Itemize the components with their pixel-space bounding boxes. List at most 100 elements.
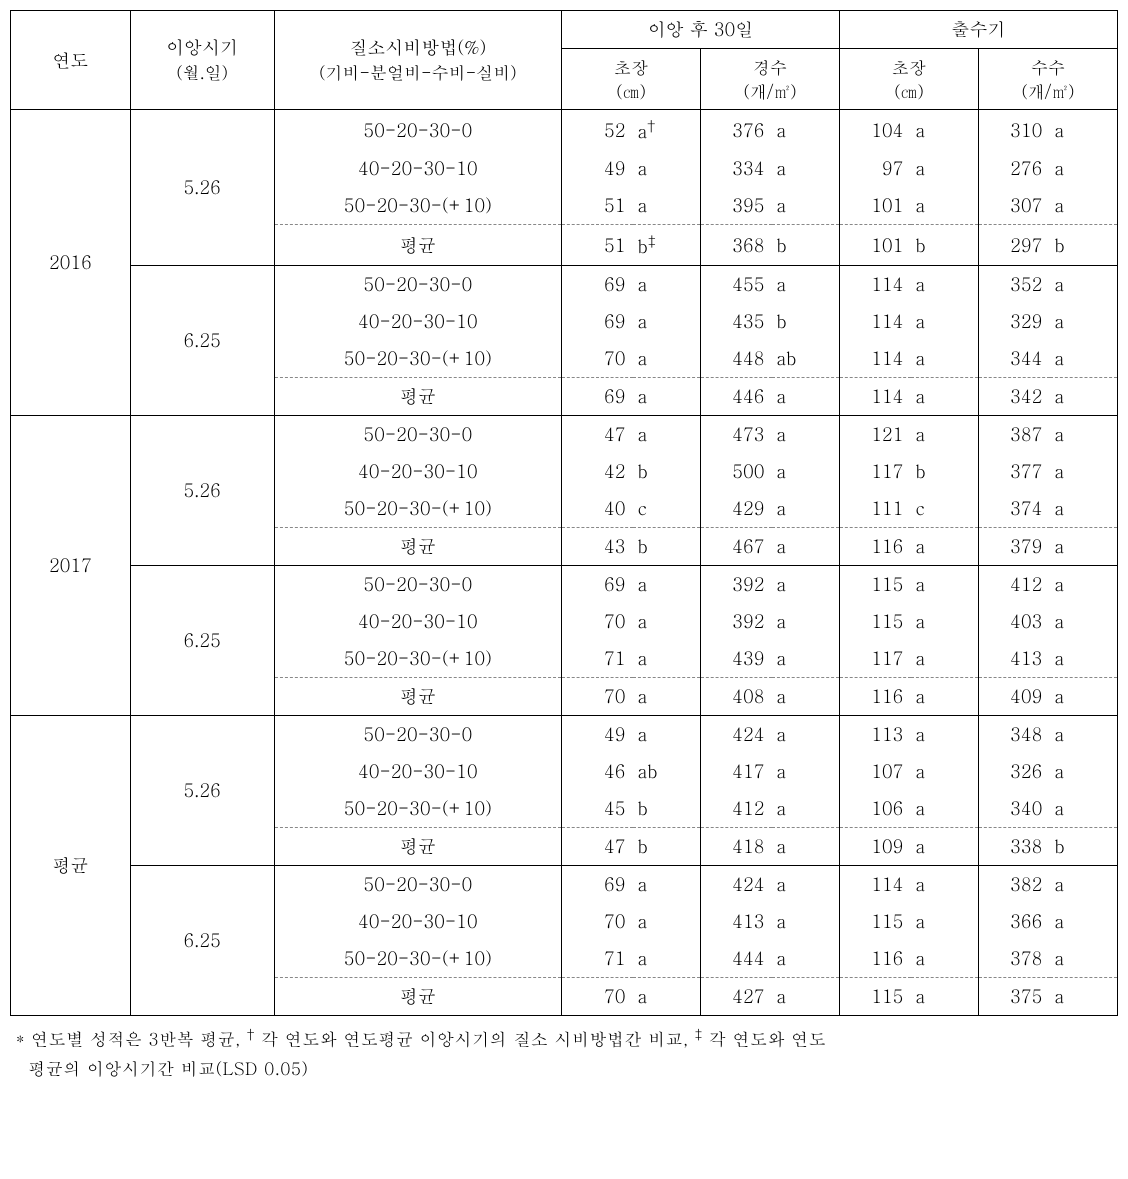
method-cell: 40-20-30-10	[274, 903, 562, 940]
value-cell: 455	[701, 266, 773, 304]
value-cell: 310	[978, 110, 1050, 151]
sig-cell: a	[911, 790, 978, 828]
sig-cell: a	[1050, 790, 1117, 828]
value-cell: 379	[978, 528, 1050, 566]
value-cell: 374	[978, 490, 1050, 528]
sig-cell: a	[633, 903, 700, 940]
sig-cell: b‡	[633, 225, 700, 266]
sig-cell: a	[772, 528, 839, 566]
sig-cell: a	[1050, 678, 1117, 716]
value-cell: 69	[562, 866, 634, 904]
date-cell: 5.26	[130, 110, 274, 266]
value-cell: 424	[701, 866, 773, 904]
date-cell: 6.25	[130, 866, 274, 1016]
sig-cell: a	[1050, 640, 1117, 678]
sig-cell: a	[633, 416, 700, 454]
sig-cell: a	[772, 678, 839, 716]
header-chojang1: 초장 (㎝)	[562, 49, 701, 110]
method-cell: 50-20-30-0	[274, 266, 562, 304]
sig-cell: a	[911, 716, 978, 754]
value-cell: 417	[701, 753, 773, 790]
label: 초장	[614, 55, 648, 79]
value-cell: 338	[978, 828, 1050, 866]
sig-cell: a	[772, 490, 839, 528]
value-cell: 117	[840, 640, 912, 678]
sig-cell: a	[1050, 978, 1117, 1016]
value-cell: 116	[840, 528, 912, 566]
data-table: 연도 이앙시기 (월.일) 질소시비방법(%) (기비-분얼비-수비-실비) 이…	[10, 10, 1118, 1016]
value-cell: 116	[840, 678, 912, 716]
sig-cell: b	[633, 528, 700, 566]
value-cell: 429	[701, 490, 773, 528]
value-cell: 424	[701, 716, 773, 754]
value-cell: 52	[562, 110, 634, 151]
sig-cell: a	[1050, 453, 1117, 490]
sig-cell: a	[1050, 266, 1117, 304]
value-cell: 427	[701, 978, 773, 1016]
footnote-text2: 각 연도와 연도평균 이앙시기의 질소 시비방법간 비교,	[261, 1027, 695, 1051]
value-cell: 500	[701, 453, 773, 490]
value-cell: 395	[701, 187, 773, 225]
method-cell: 평균	[274, 225, 562, 266]
sig-cell: a	[1050, 150, 1117, 187]
value-cell: 43	[562, 528, 634, 566]
method-cell: 40-20-30-10	[274, 303, 562, 340]
value-cell: 392	[701, 603, 773, 640]
sig-cell: a	[1050, 903, 1117, 940]
value-cell: 344	[978, 340, 1050, 378]
sig-cell: a	[772, 640, 839, 678]
value-cell: 46	[562, 753, 634, 790]
method-cell: 40-20-30-10	[274, 150, 562, 187]
method-cell: 평균	[274, 528, 562, 566]
year-cell: 평균	[11, 716, 131, 1016]
method-cell: 50-20-30-0	[274, 110, 562, 151]
sig-cell: a	[633, 340, 700, 378]
sig-cell: a	[633, 187, 700, 225]
header-year: 연도	[11, 11, 131, 110]
value-cell: 70	[562, 340, 634, 378]
value-cell: 409	[978, 678, 1050, 716]
table-body: 20165.2650-20-30-052a†376a104a310a40-20-…	[11, 110, 1118, 1016]
value-cell: 115	[840, 978, 912, 1016]
value-cell: 366	[978, 903, 1050, 940]
date-cell: 5.26	[130, 416, 274, 566]
sig-cell: a	[911, 266, 978, 304]
header-transplant-label: 이앙시기	[166, 35, 238, 60]
value-cell: 104	[840, 110, 912, 151]
value-cell: 70	[562, 903, 634, 940]
sig-cell: a	[911, 303, 978, 340]
sig-cell: a	[772, 603, 839, 640]
value-cell: 69	[562, 303, 634, 340]
sig-cell: b	[911, 225, 978, 266]
sig-cell: a	[911, 378, 978, 416]
sig-cell: a	[1050, 340, 1117, 378]
value-cell: 69	[562, 266, 634, 304]
value-cell: 115	[840, 566, 912, 604]
sig-cell: a	[772, 453, 839, 490]
value-cell: 376	[701, 110, 773, 151]
sig-cell: a	[911, 566, 978, 604]
method-cell: 40-20-30-10	[274, 753, 562, 790]
sig-cell: b	[911, 453, 978, 490]
sig-cell: a	[633, 640, 700, 678]
value-cell: 69	[562, 566, 634, 604]
sig-cell: a	[772, 566, 839, 604]
method-cell: 50-20-30-(+10)	[274, 490, 562, 528]
value-cell: 403	[978, 603, 1050, 640]
sig-cell: a	[911, 903, 978, 940]
table-row: 6.2550-20-30-069a455a114a352a	[11, 266, 1118, 304]
sig-cell: a	[633, 716, 700, 754]
sig-cell: a	[911, 940, 978, 978]
sig-cell: a	[633, 940, 700, 978]
sig-cell: a	[911, 110, 978, 151]
value-cell: 297	[978, 225, 1050, 266]
sig-cell: a	[911, 866, 978, 904]
value-cell: 116	[840, 940, 912, 978]
sig-cell: a	[911, 340, 978, 378]
sig-cell: a	[911, 528, 978, 566]
method-cell: 평균	[274, 378, 562, 416]
value-cell: 446	[701, 378, 773, 416]
value-cell: 114	[840, 340, 912, 378]
sig-cell: a	[772, 416, 839, 454]
method-cell: 50-20-30-0	[274, 866, 562, 904]
